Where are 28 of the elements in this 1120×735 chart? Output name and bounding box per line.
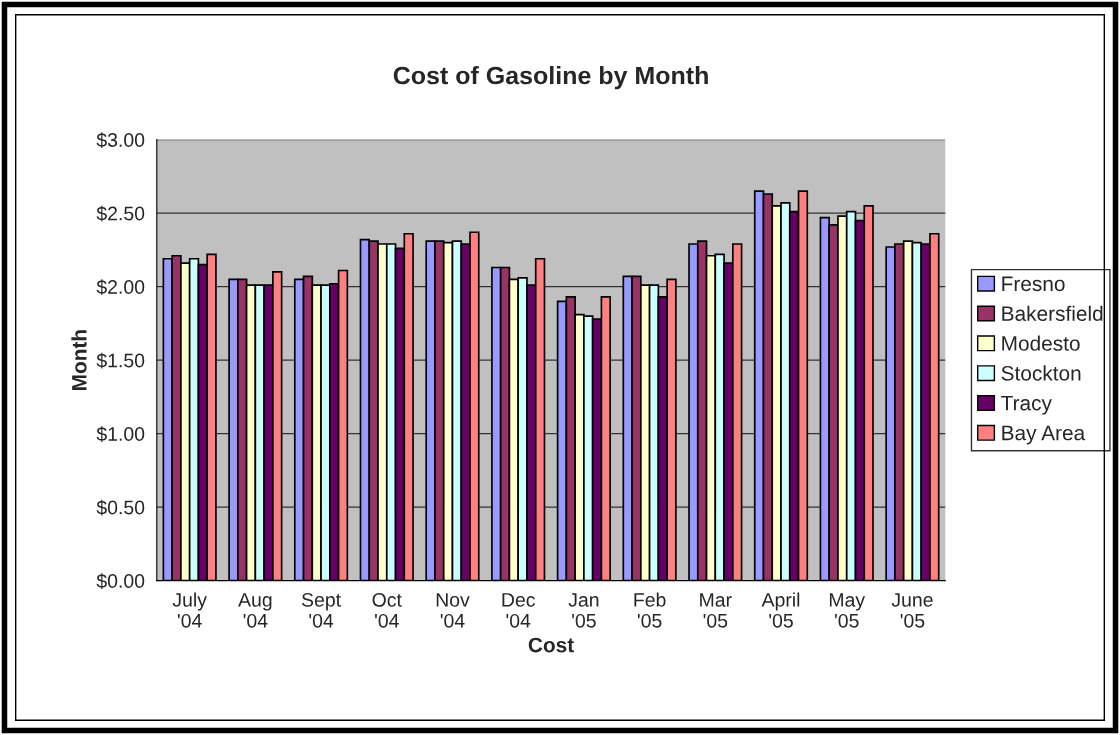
- legend-label: Stockton: [1001, 365, 1081, 381]
- legend-label: Bakersfield: [1002, 305, 1103, 321]
- x-tick-label: Oct '04: [372, 592, 402, 628]
- chart-title: Cost of Gasoline by Month: [393, 65, 708, 90]
- x-tick-label: June '05: [891, 593, 933, 628]
- y-tick-label: $2.00: [96, 279, 145, 296]
- x-tick-label: Dec '04: [502, 593, 535, 628]
- x-tick-label: Sept '04: [301, 592, 341, 628]
- legend-label: Fresno: [1002, 276, 1065, 292]
- y-tick-label: $3.00: [96, 132, 145, 149]
- x-tick-label: May '05: [829, 593, 866, 628]
- x-tick-label: April '05: [761, 592, 800, 628]
- x-tick-label: July '04: [172, 592, 207, 628]
- y-tick-label: $0.00: [96, 573, 145, 590]
- x-tick-label: Aug '04: [238, 593, 272, 628]
- x-tick-label: Nov '04: [436, 593, 470, 628]
- y-tick-label: $1.50: [96, 352, 145, 369]
- legend-label: Bay Area: [1002, 425, 1086, 445]
- legend-label: Modesto: [1002, 335, 1080, 351]
- legend-label: Tracy: [1001, 395, 1052, 415]
- x-axis-title: Cost: [528, 637, 574, 653]
- x-tick-label: Jan '05: [568, 593, 599, 628]
- x-tick-label: Mar '05: [700, 593, 732, 628]
- y-tick-label: $1.00: [96, 426, 145, 443]
- y-tick-label: $2.50: [96, 205, 145, 222]
- x-tick-label: Feb '05: [634, 592, 666, 628]
- y-axis-title: Month: [71, 330, 87, 390]
- y-tick-label: $0.50: [96, 499, 145, 516]
